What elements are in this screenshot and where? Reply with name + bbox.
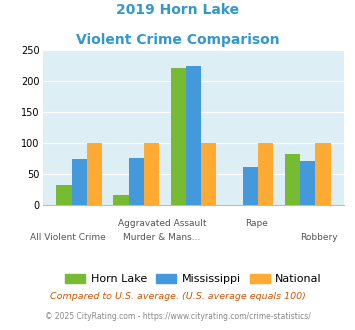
Bar [144, 143, 159, 205]
Bar [315, 143, 331, 205]
Bar [258, 143, 273, 205]
Bar [243, 167, 258, 205]
Bar [72, 159, 87, 205]
Bar [201, 143, 216, 205]
Text: Murder & Mans...: Murder & Mans... [123, 233, 201, 242]
Bar [114, 195, 129, 205]
Text: Violent Crime Comparison: Violent Crime Comparison [76, 33, 279, 47]
Bar [56, 185, 72, 205]
Text: © 2025 CityRating.com - https://www.cityrating.com/crime-statistics/: © 2025 CityRating.com - https://www.city… [45, 312, 310, 321]
Legend: Horn Lake, Mississippi, National: Horn Lake, Mississippi, National [61, 269, 326, 289]
Bar [171, 68, 186, 205]
Bar [300, 161, 315, 205]
Text: Robbery: Robbery [300, 233, 338, 242]
Text: Compared to U.S. average. (U.S. average equals 100): Compared to U.S. average. (U.S. average … [50, 292, 305, 301]
Text: 2019 Horn Lake: 2019 Horn Lake [116, 3, 239, 17]
Bar [186, 66, 201, 205]
Text: Aggravated Assault: Aggravated Assault [118, 219, 206, 228]
Text: Rape: Rape [245, 219, 268, 228]
Bar [129, 158, 144, 205]
Bar [285, 154, 300, 205]
Bar [87, 143, 102, 205]
Text: All Violent Crime: All Violent Crime [30, 233, 106, 242]
